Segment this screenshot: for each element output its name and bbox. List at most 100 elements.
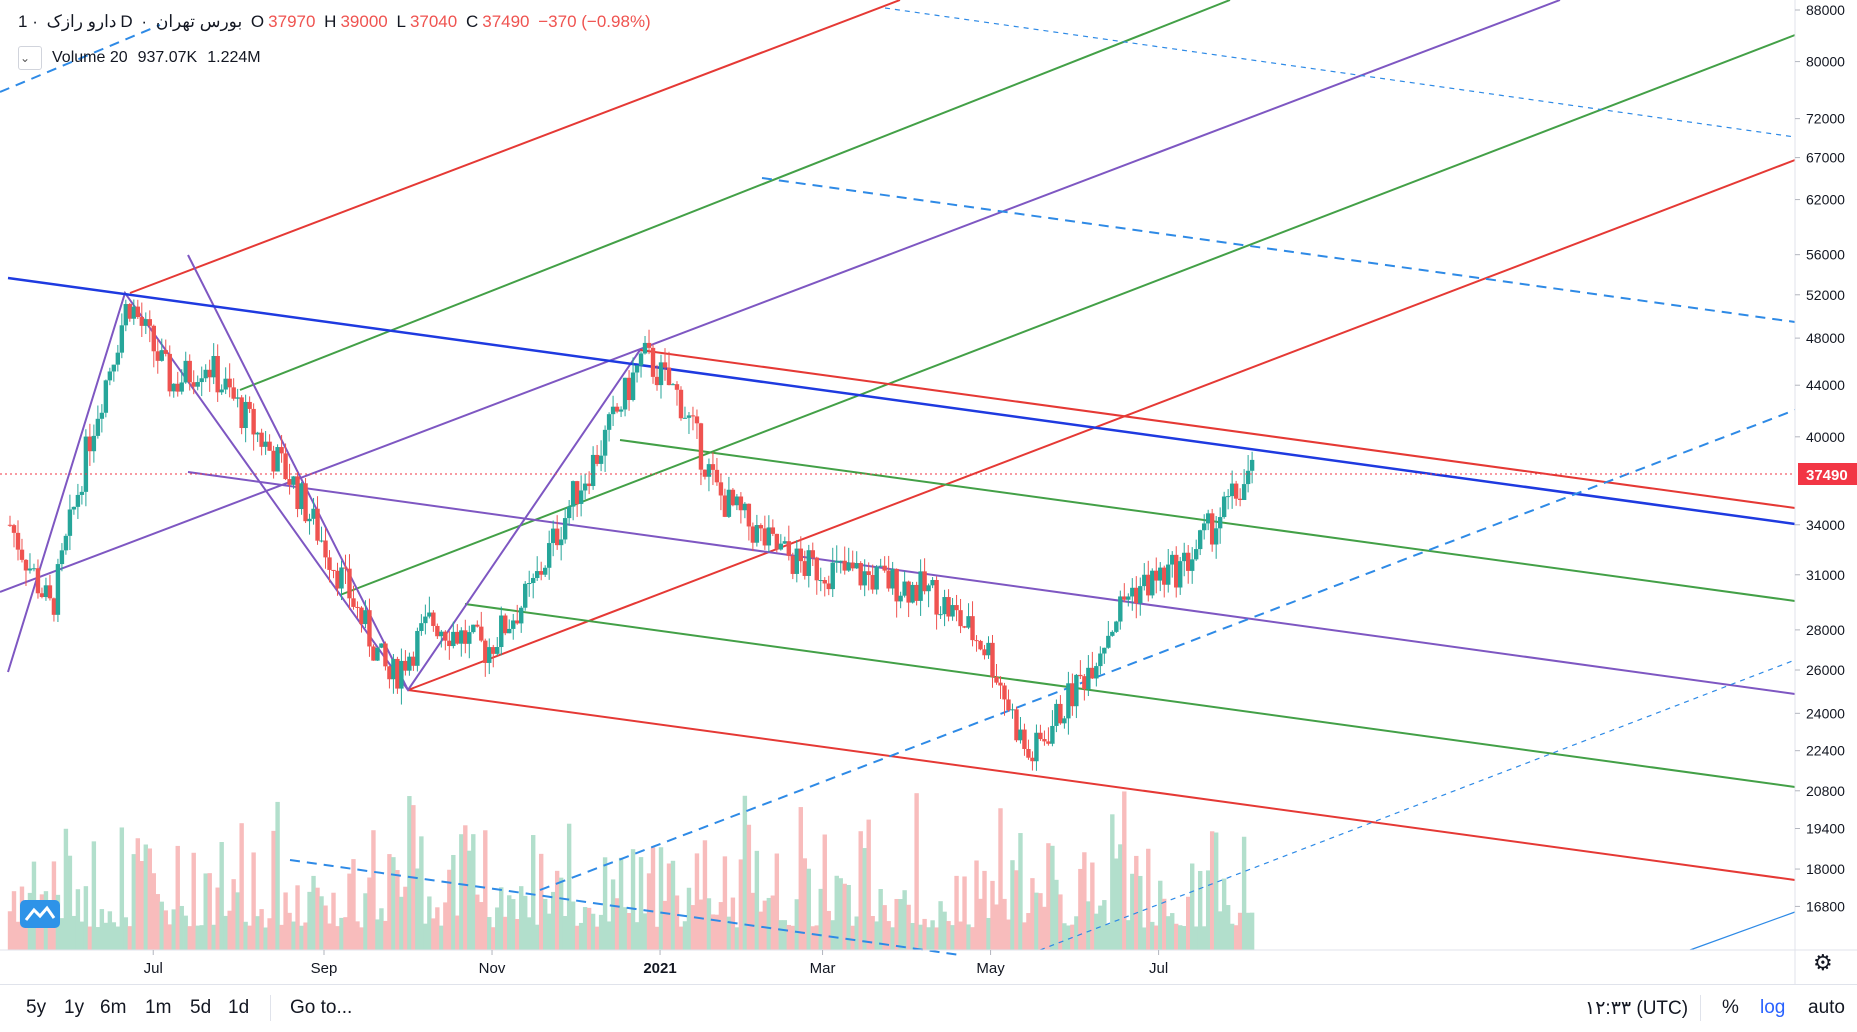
- candle-body: [1154, 570, 1159, 581]
- volume-bar: [1062, 923, 1067, 950]
- candle-body: [127, 304, 133, 319]
- volume-bar: [1237, 912, 1243, 950]
- volume-bar: [642, 913, 648, 950]
- volume-bar: [519, 886, 524, 950]
- symbol-legend[interactable]: دارو رازک · 1D · بورس تهران O 37970 H 3900…: [18, 12, 651, 31]
- candle-body: [135, 306, 141, 318]
- volume-bar: [1209, 831, 1215, 950]
- volume-bar: [970, 927, 975, 950]
- volume-bar: [179, 905, 184, 950]
- volume-bar: [1082, 852, 1087, 950]
- chart-canvas[interactable]: 88000 80000 72000 67000 62000 56000 52000 48000…: [0, 0, 1857, 984]
- dashed-line-1: [0, 24, 161, 93]
- candle-body: [1186, 552, 1191, 571]
- volume-bar: [303, 922, 308, 950]
- candle-body: [359, 607, 364, 625]
- candle-body: [778, 543, 784, 550]
- candle-body: [483, 640, 488, 663]
- time-axis[interactable]: Jul Sep Nov 2021 Mar May Jul: [144, 950, 1169, 977]
- open-label: O: [250, 12, 265, 31]
- range-5y-button[interactable]: 5y: [26, 997, 47, 1018]
- volume-bar: [934, 927, 939, 950]
- volume-bar: [271, 830, 276, 950]
- volume-bar: [1197, 870, 1203, 950]
- volume-bar: [167, 924, 172, 950]
- candle-body: [1201, 523, 1207, 531]
- range-1m-button[interactable]: 1m: [145, 997, 172, 1018]
- volume-bar: [866, 819, 871, 950]
- volume-bar: [323, 905, 328, 950]
- price-tick-label: 56000: [1806, 247, 1845, 263]
- auto-toggle[interactable]: auto: [1808, 997, 1845, 1018]
- candle-body: [1026, 748, 1031, 758]
- volume-bar: [1066, 925, 1071, 950]
- candle-body: [878, 565, 883, 567]
- candle-body: [1122, 596, 1127, 600]
- clock-label[interactable]: ۱۲:۳۳ (UTC): [1585, 998, 1689, 1019]
- candle-body: [870, 575, 875, 590]
- volume-bar: [79, 921, 85, 950]
- candle-body: [990, 642, 995, 677]
- candle-body: [986, 642, 991, 656]
- volume-bar: [678, 926, 684, 950]
- candle-body: [1209, 513, 1215, 545]
- candle-body: [39, 593, 45, 598]
- candle-body: [1010, 709, 1015, 711]
- time-tick-label: Jul: [1149, 960, 1168, 977]
- candle-body: [1038, 732, 1043, 740]
- volume-bar: [1106, 924, 1111, 950]
- candle-body: [451, 631, 456, 647]
- candle-body: [794, 548, 800, 574]
- dashed-line-6: [1039, 659, 1796, 951]
- volume-bar: [203, 873, 208, 950]
- volume-bar: [99, 909, 105, 950]
- volume-bar: [331, 892, 336, 950]
- symbol-name[interactable]: دارو رازک: [46, 12, 117, 31]
- range-6m-button[interactable]: 6m: [100, 997, 127, 1018]
- candle-body: [395, 658, 400, 689]
- go-to-button[interactable]: Go to...: [290, 997, 353, 1018]
- candle-body: [63, 535, 69, 551]
- tradingview-logo-icon[interactable]: [20, 900, 60, 928]
- candle-body: [898, 595, 903, 602]
- volume-bar: [630, 849, 636, 950]
- range-1y-button[interactable]: 1y: [64, 997, 85, 1018]
- candle-body: [866, 571, 871, 576]
- candle-body: [678, 389, 684, 419]
- candle-body: [279, 447, 284, 454]
- volume-bar: [550, 891, 556, 950]
- candle-body: [427, 612, 432, 617]
- candle-body: [83, 436, 89, 492]
- price-tick-label: 28000: [1806, 622, 1845, 638]
- thin-line: [1689, 911, 1796, 951]
- time-tick-label: Sep: [311, 960, 338, 977]
- interval-label[interactable]: 1D: [18, 12, 133, 31]
- gear-icon[interactable]: ⚙: [1813, 950, 1833, 975]
- range-5d-button[interactable]: 5d: [190, 997, 212, 1018]
- range-1d-button[interactable]: 1d: [228, 997, 250, 1018]
- volume-bar: [1174, 923, 1179, 950]
- low-label: L: [396, 12, 406, 31]
- price-axis[interactable]: 88000 80000 72000 67000 62000 56000 52000 48000…: [1795, 2, 1845, 914]
- candle-body: [662, 362, 668, 368]
- candle-body: [1018, 729, 1023, 741]
- volume-bar: [994, 904, 999, 950]
- log-toggle[interactable]: log: [1760, 997, 1786, 1018]
- collapse-legend-button[interactable]: ⌄: [18, 46, 42, 70]
- volume-bar: [475, 894, 480, 950]
- candle-body: [602, 429, 608, 456]
- price-tick-label: 72000: [1806, 111, 1845, 127]
- volume-bar: [523, 895, 528, 950]
- candle-body: [890, 568, 895, 589]
- percent-toggle[interactable]: %: [1722, 997, 1739, 1018]
- candle-body: [295, 476, 300, 510]
- volume-bar: [1002, 898, 1007, 950]
- candle-body: [1174, 554, 1179, 588]
- volume-bar: [838, 878, 843, 950]
- volume-bar: [239, 823, 244, 950]
- candle-body: [670, 384, 676, 386]
- volume-bar: [23, 909, 29, 950]
- price-candles: [7, 299, 1255, 771]
- volume-bar: [534, 924, 540, 950]
- candle-body: [243, 401, 248, 429]
